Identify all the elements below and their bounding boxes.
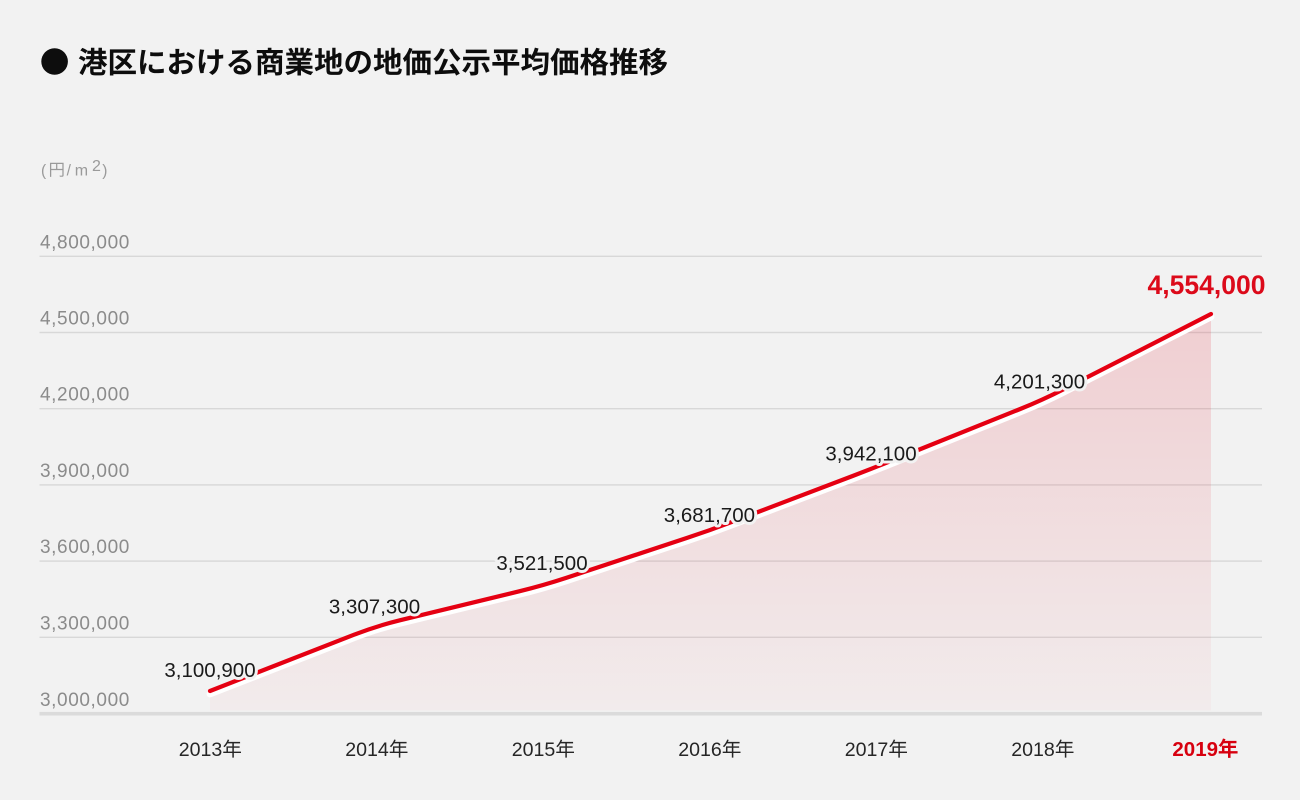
svg-text:2016: 2016 bbox=[678, 739, 722, 761]
svg-text:m: m bbox=[75, 163, 88, 180]
svg-text:3,681,700: 3,681,700 bbox=[664, 504, 755, 527]
svg-text:4,554,000: 4,554,000 bbox=[1148, 270, 1266, 300]
svg-text:2019: 2019 bbox=[1172, 738, 1218, 761]
svg-text:3,600,000: 3,600,000 bbox=[40, 537, 130, 558]
svg-text:3,942,100: 3,942,100 bbox=[825, 443, 916, 466]
svg-text:3,300,000: 3,300,000 bbox=[40, 613, 130, 634]
svg-text:3,000,000: 3,000,000 bbox=[40, 690, 130, 711]
svg-text:3,307,300: 3,307,300 bbox=[329, 596, 420, 619]
svg-text:4,500,000: 4,500,000 bbox=[40, 309, 130, 330]
svg-text:2015: 2015 bbox=[512, 739, 556, 761]
svg-text:4,800,000: 4,800,000 bbox=[40, 232, 130, 253]
svg-text:): ) bbox=[102, 163, 107, 180]
svg-text:2018: 2018 bbox=[1011, 739, 1055, 761]
svg-text:4,200,000: 4,200,000 bbox=[40, 385, 130, 406]
svg-text:(: ( bbox=[41, 163, 47, 180]
svg-text:2013: 2013 bbox=[179, 739, 223, 761]
svg-text:2: 2 bbox=[92, 158, 101, 175]
svg-text:3,521,500: 3,521,500 bbox=[496, 552, 587, 575]
svg-text:4,201,300: 4,201,300 bbox=[994, 371, 1085, 394]
svg-text:3,900,000: 3,900,000 bbox=[40, 461, 130, 482]
svg-text:3,100,900: 3,100,900 bbox=[164, 659, 255, 682]
svg-text:2017: 2017 bbox=[845, 739, 889, 761]
svg-text:/: / bbox=[67, 163, 72, 180]
svg-text:2014: 2014 bbox=[345, 739, 389, 761]
